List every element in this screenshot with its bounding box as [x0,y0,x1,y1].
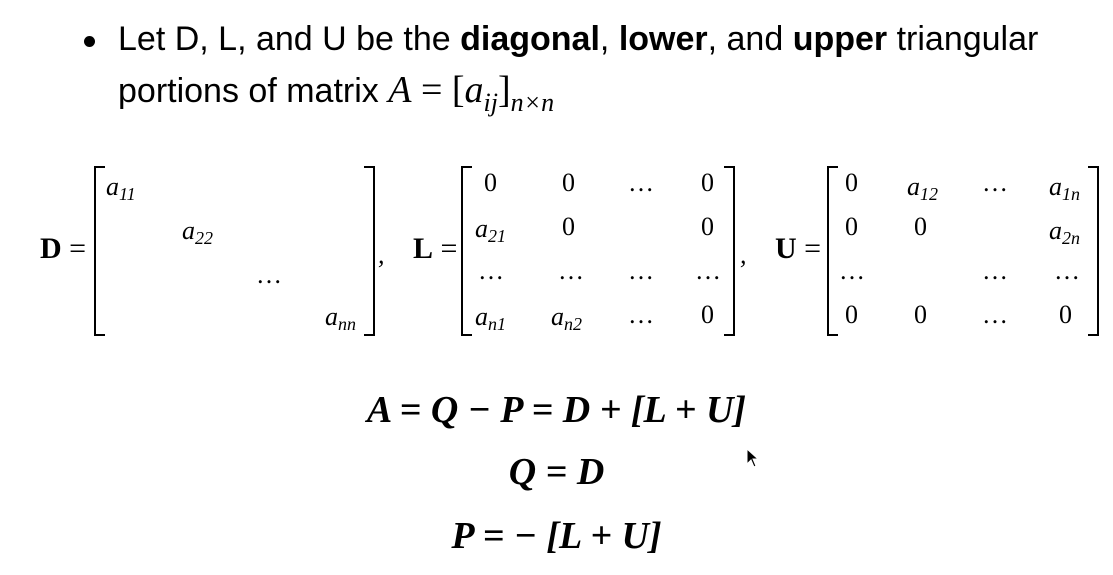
matrix-d-comma: , [378,240,385,269]
matrix-u-label: U = [775,232,822,265]
matrix-l-r3c2: … [558,256,584,285]
matrix-l-an1: an1 [475,302,506,334]
bullet-paragraph: Let D, L, and U be the diagonal, lower, … [76,14,1106,117]
text-segment: , [599,20,619,58]
bold-lower: lower [618,20,708,58]
matrix-l-r1c1: 0 [484,168,497,197]
matrix-l-r2c4: 0 [701,212,714,241]
matrix-u-a1n: a1n [1049,172,1080,204]
matrix-row: D = a11 a22 … ann , L = 0 0 … 0 a21 0 0 … [0,160,1113,340]
matrix-u-r3c4: … [1054,256,1080,285]
matrix-l-r1c2: 0 [562,168,575,197]
matrix-l-r2c2: 0 [562,212,575,241]
matrix-l-comma: , [740,240,747,269]
matrix-u-r3c1: … [839,256,865,285]
matrix-d-left-bracket [94,166,105,336]
matrix-l-r4c3: … [628,300,654,329]
bullet-line-1: Let D, L, and U be the diagonal, lower, … [118,14,1106,65]
matrix-l-r3c3: … [628,256,654,285]
matrix-l-r1c3: … [628,168,654,197]
matrix-u-r4c3: … [982,300,1008,329]
matrix-u-r2c1: 0 [845,212,858,241]
equation-a-decomposition: A = Q − P = D + [L + U] [366,389,747,431]
matrix-u-r1c3: … [982,168,1008,197]
matrix-d-dots: … [256,260,282,289]
matrix-l-r3c1: … [478,256,504,285]
matrix-d-label: D = [40,232,87,265]
matrix-l-an2: an2 [551,302,582,334]
matrix-u-r4c4: 0 [1059,300,1072,329]
matrix-u-right-bracket [1088,166,1099,336]
matrix-d-a22: a22 [182,216,213,248]
bullet-dot-icon [84,36,95,47]
text-segment: , and [707,20,793,58]
matrix-l-r3c4: … [695,256,721,285]
equation-q: Q = D [508,451,605,493]
bold-upper: upper [792,20,888,58]
text-segment: Let D, L, and U be the [118,20,461,58]
matrix-l-left-bracket [461,166,472,336]
matrix-l-right-bracket [724,166,735,336]
bullet-line-2: portions of matrix A = [aij]n×n [118,65,1106,117]
matrix-u-r4c2: 0 [914,300,927,329]
matrix-u-r4c1: 0 [845,300,858,329]
matrix-l-label: L = [413,232,458,265]
matrix-d-ann: ann [325,302,356,334]
matrix-u-a2n: a2n [1049,216,1080,248]
bold-diagonal: diagonal [460,20,600,58]
matrix-u-r1c1: 0 [845,168,858,197]
mouse-cursor-icon [746,448,760,468]
matrix-d-a11: a11 [106,172,136,204]
matrix-l-r4c4: 0 [701,300,714,329]
text-segment: portions of matrix [118,72,389,110]
equation-p: P = − [L + U] [451,515,662,557]
matrix-u-a12: a12 [907,172,938,204]
matrix-l-r1c4: 0 [701,168,714,197]
matrix-d-right-bracket [364,166,375,336]
text-segment: triangular [887,20,1039,58]
matrix-u-left-bracket [827,166,838,336]
matrix-u-r2c2: 0 [914,212,927,241]
matrix-l-a21: a21 [475,214,506,246]
matrix-u-r3c3: … [982,256,1008,285]
matrix-definition-math: A = [aij]n×n [388,69,555,117]
